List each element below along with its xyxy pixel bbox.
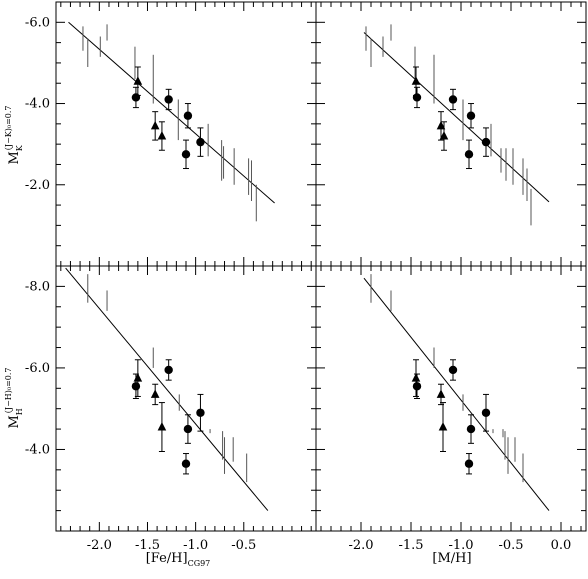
panel-top-right (315, 1, 587, 267)
fit-line (68, 21, 275, 204)
circle-point (481, 137, 491, 147)
triangle-point (436, 389, 446, 398)
triangle-point (157, 422, 167, 431)
panel-data (363, 274, 550, 511)
circle-point (466, 424, 476, 434)
panel-bottom-left: -2.0 -1.5 -1.0 -0.5 -4.0 -6.0 -8.0 (25, 265, 317, 553)
circle-point (196, 137, 205, 147)
x-tick-label: -2.0 (87, 538, 112, 553)
y-axis-title-top: MK(J−K)₀=0.7 (4, 105, 24, 164)
triangle-point (411, 373, 421, 382)
fit-line (363, 32, 550, 203)
circle-point (464, 150, 474, 159)
x-axis-title-right: [M/H] (432, 551, 471, 566)
x-tick-label: -2.0 (348, 538, 373, 553)
triangle-point (157, 131, 167, 140)
y-tick-label: -2.0 (25, 178, 50, 193)
panel-top-left: -2.0 -4.0 -6.0 (25, 1, 317, 267)
panel-frame (55, 1, 317, 267)
x-tick-label: 0.0 (551, 538, 572, 553)
y-axis-title-bottom: MH(J−H)₀=0.7 (4, 367, 24, 428)
circle-point (131, 93, 141, 102)
circle-point (448, 365, 458, 375)
y-tick-label: -6.0 (25, 361, 50, 376)
circle-point (466, 111, 476, 120)
circle-point (448, 95, 458, 104)
circle-point (181, 150, 191, 159)
triangle-point (411, 76, 421, 85)
circle-point (131, 382, 141, 391)
circle-point (412, 382, 422, 391)
triangle-point (150, 120, 160, 130)
circle-point (481, 408, 491, 417)
panel-bottom-right: -2.0 -1.5 -1.0 -0.5 0.0 (315, 265, 587, 553)
x-tick-label: -0.5 (498, 538, 523, 553)
y-tick-label: -6.0 (25, 15, 50, 30)
circle-point (164, 365, 173, 375)
panel-data (363, 24, 550, 226)
triangle-point (150, 389, 160, 398)
panel-frame (55, 265, 317, 532)
fit-line (65, 267, 269, 511)
y-tick-label: -4.0 (25, 442, 50, 457)
panel-frame (315, 265, 587, 532)
circle-point (464, 459, 474, 468)
circle-point (183, 424, 193, 434)
triangle-point (133, 373, 143, 382)
panel-frame (315, 1, 587, 267)
x-tick-label: -1.5 (398, 538, 423, 553)
triangle-point (439, 131, 449, 140)
x-tick-label: -0.5 (231, 538, 256, 553)
x-tick-label: -1.0 (183, 538, 208, 553)
circle-point (183, 111, 193, 120)
triangle-point (133, 76, 143, 85)
y-tick-label: -4.0 (25, 97, 50, 112)
circle-point (196, 408, 205, 417)
fit-line (363, 277, 550, 511)
y-tick-label: -8.0 (25, 279, 50, 294)
circle-point (412, 93, 422, 102)
triangle-point (438, 422, 448, 431)
x-tick-label: -1.5 (135, 538, 160, 553)
circle-point (164, 95, 173, 104)
panel-data (68, 21, 275, 222)
panel-data (65, 267, 269, 511)
triangle-point (436, 120, 446, 130)
x-axis-title-left: [Fe/H]CG97 (146, 551, 211, 568)
x-tick-label: -1.0 (448, 538, 473, 553)
circle-point (181, 459, 191, 468)
